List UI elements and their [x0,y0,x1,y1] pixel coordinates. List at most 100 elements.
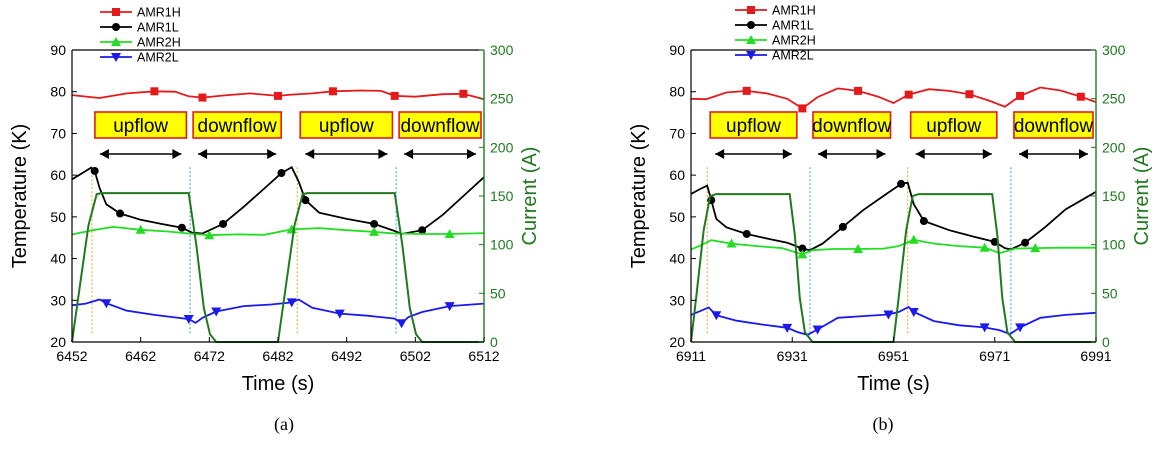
data-point-amr2l [101,299,112,309]
data-point-amr2h [797,249,808,259]
flow-arrow-head [982,149,992,159]
flow-arrow-head [915,149,925,159]
data-point-amr2l [444,302,455,312]
y2-tick-label: 100 [490,237,514,253]
flow-label-box [192,111,282,139]
x-tick-label: 6492 [331,348,362,364]
series-line-amr1h [690,86,1097,110]
legend-label: AMR2L [772,49,814,63]
data-point-amr1h [965,90,974,99]
y2-axis-label: Current (A) [519,147,541,246]
x-tick-label: 6951 [878,348,909,364]
data-point-amr2l [286,298,297,308]
data-point-amr2l [183,315,194,325]
data-point-amr2l [908,307,919,317]
x-tick-label: 6512 [468,348,499,364]
data-point-amr1l [301,196,310,205]
flow-arrow-head [817,149,827,159]
y2-tick-label: 200 [1102,139,1126,155]
data-point-amr2h [726,238,737,248]
data-point-amr1l [1021,238,1030,247]
data-point-amr1h [742,86,751,95]
flow-arrow-head [378,149,388,159]
data-point-amr2l [396,319,407,329]
data-point-amr1l [919,217,928,226]
y-tick-label: 80 [669,84,685,100]
panel-caption: (a) [274,414,294,435]
y2-axis-label: Current (A) [1131,147,1153,246]
flow-label-text: downflow [400,116,479,137]
flow-label-box [812,111,892,139]
legend-swatch-marker [747,6,755,14]
y2-tick-label: 150 [490,188,514,204]
data-point-amr2l [979,323,990,333]
y-tick-label: 40 [669,251,685,267]
data-point-amr1h [1076,92,1085,101]
legend-label: AMR1L [137,21,179,35]
flow-label-box [94,111,188,139]
flow-label-box [909,111,998,139]
data-point-amr1h [274,91,282,100]
flow-arrow-head [782,149,792,159]
y2-tick-label: 250 [1102,91,1126,107]
legend-label: AMR2H [137,36,181,50]
x-tick-label: 6502 [400,348,431,364]
flow-label-box [398,111,482,139]
series-line-amr2l [690,305,1097,336]
legend-swatch-marker [112,23,120,31]
data-point-amr1l [798,244,807,253]
y-tick-label: 50 [669,209,685,225]
data-point-amr1h [1016,91,1025,100]
legend-label: AMR2L [137,51,179,65]
data-point-amr2h [204,230,215,240]
data-point-amr2h [1030,243,1041,253]
chart-panel-1: upflow downflow upflow downflow 20 30 40 50 60 70… [9,6,541,436]
y-tick-label: 30 [50,292,66,308]
flow-arrow-head [467,149,476,159]
data-point-amr1h [390,91,399,100]
data-point-amr1h [328,87,337,96]
flow-label-text: upflow [726,116,781,137]
series-line-current [71,192,484,343]
data-point-amr1l [418,226,427,235]
flow-arrow-head [172,149,182,159]
data-point-amr1l [177,223,186,232]
legend-swatch-marker [747,21,755,29]
series-line-amr1l [690,181,1097,252]
data-point-amr2l [334,309,345,319]
flow-arrow-head [404,149,414,159]
flow-label-text: upflow [319,116,374,137]
data-point-amr2h [979,242,990,252]
y-tick-label: 80 [50,84,66,100]
data-point-amr2h [369,226,380,236]
y-tick-label: 20 [669,334,685,350]
data-point-amr2l [211,307,222,317]
data-point-amr2l [782,323,793,333]
y-tick-label: 50 [50,209,66,225]
legend-label: AMR2H [772,34,816,48]
y-tick-label: 40 [50,251,66,267]
y2-tick-label: 100 [1102,237,1126,253]
data-point-amr1l [90,166,99,175]
y2-tick-label: 250 [490,91,514,107]
flow-label-text: downflow [1014,116,1093,137]
y-tick-label: 60 [50,167,66,183]
flow-label-text: downflow [812,116,891,137]
y-tick-label: 70 [669,125,685,141]
data-point-amr2l [883,310,894,320]
data-point-amr1l [742,229,751,238]
x-tick-label: 6472 [194,348,225,364]
y-tick-label: 90 [669,42,685,58]
data-point-amr1l [897,179,906,188]
series-line-amr2h [71,225,485,237]
series-line-amr2h [690,238,1096,256]
legend-label: AMR1H [772,4,816,18]
flow-label-text: downflow [198,116,277,137]
data-point-amr1h [904,90,913,99]
data-point-amr2h [908,234,919,244]
legend-swatch-marker [746,35,756,44]
data-point-amr2l [1015,323,1026,333]
data-point-amr2l [711,311,722,321]
data-point-amr1l [219,219,228,228]
